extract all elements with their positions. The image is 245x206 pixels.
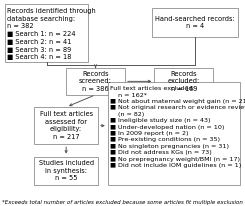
FancyBboxPatch shape	[34, 157, 98, 185]
FancyBboxPatch shape	[154, 68, 213, 95]
Text: Studies included
in synthesis:
n = 55: Studies included in synthesis: n = 55	[39, 160, 94, 181]
Text: Records identified through
database searching:
n = 382
■ Search 1: n = 224
■ Sea: Records identified through database sear…	[7, 8, 96, 60]
FancyBboxPatch shape	[5, 4, 88, 62]
FancyBboxPatch shape	[152, 8, 238, 37]
FancyBboxPatch shape	[34, 107, 98, 144]
Text: Records
excluded:
n = 169: Records excluded: n = 169	[168, 71, 200, 92]
FancyBboxPatch shape	[66, 68, 125, 95]
Text: Full text articles excluded:
    n = 162*
■ Not about maternal weight gain (n = : Full text articles excluded: n = 162* ■ …	[110, 86, 245, 168]
Text: Records
screened:
n = 386: Records screened: n = 386	[79, 71, 112, 92]
FancyBboxPatch shape	[108, 82, 240, 185]
Text: *Exceeds total number of articles excluded because some articles fit multiple ex: *Exceeds total number of articles exclud…	[2, 200, 245, 205]
Text: Hand-searched records:
n = 4: Hand-searched records: n = 4	[155, 16, 235, 29]
Text: Full text articles
assessed for
eligibility:
n = 217: Full text articles assessed for eligibil…	[40, 111, 93, 140]
